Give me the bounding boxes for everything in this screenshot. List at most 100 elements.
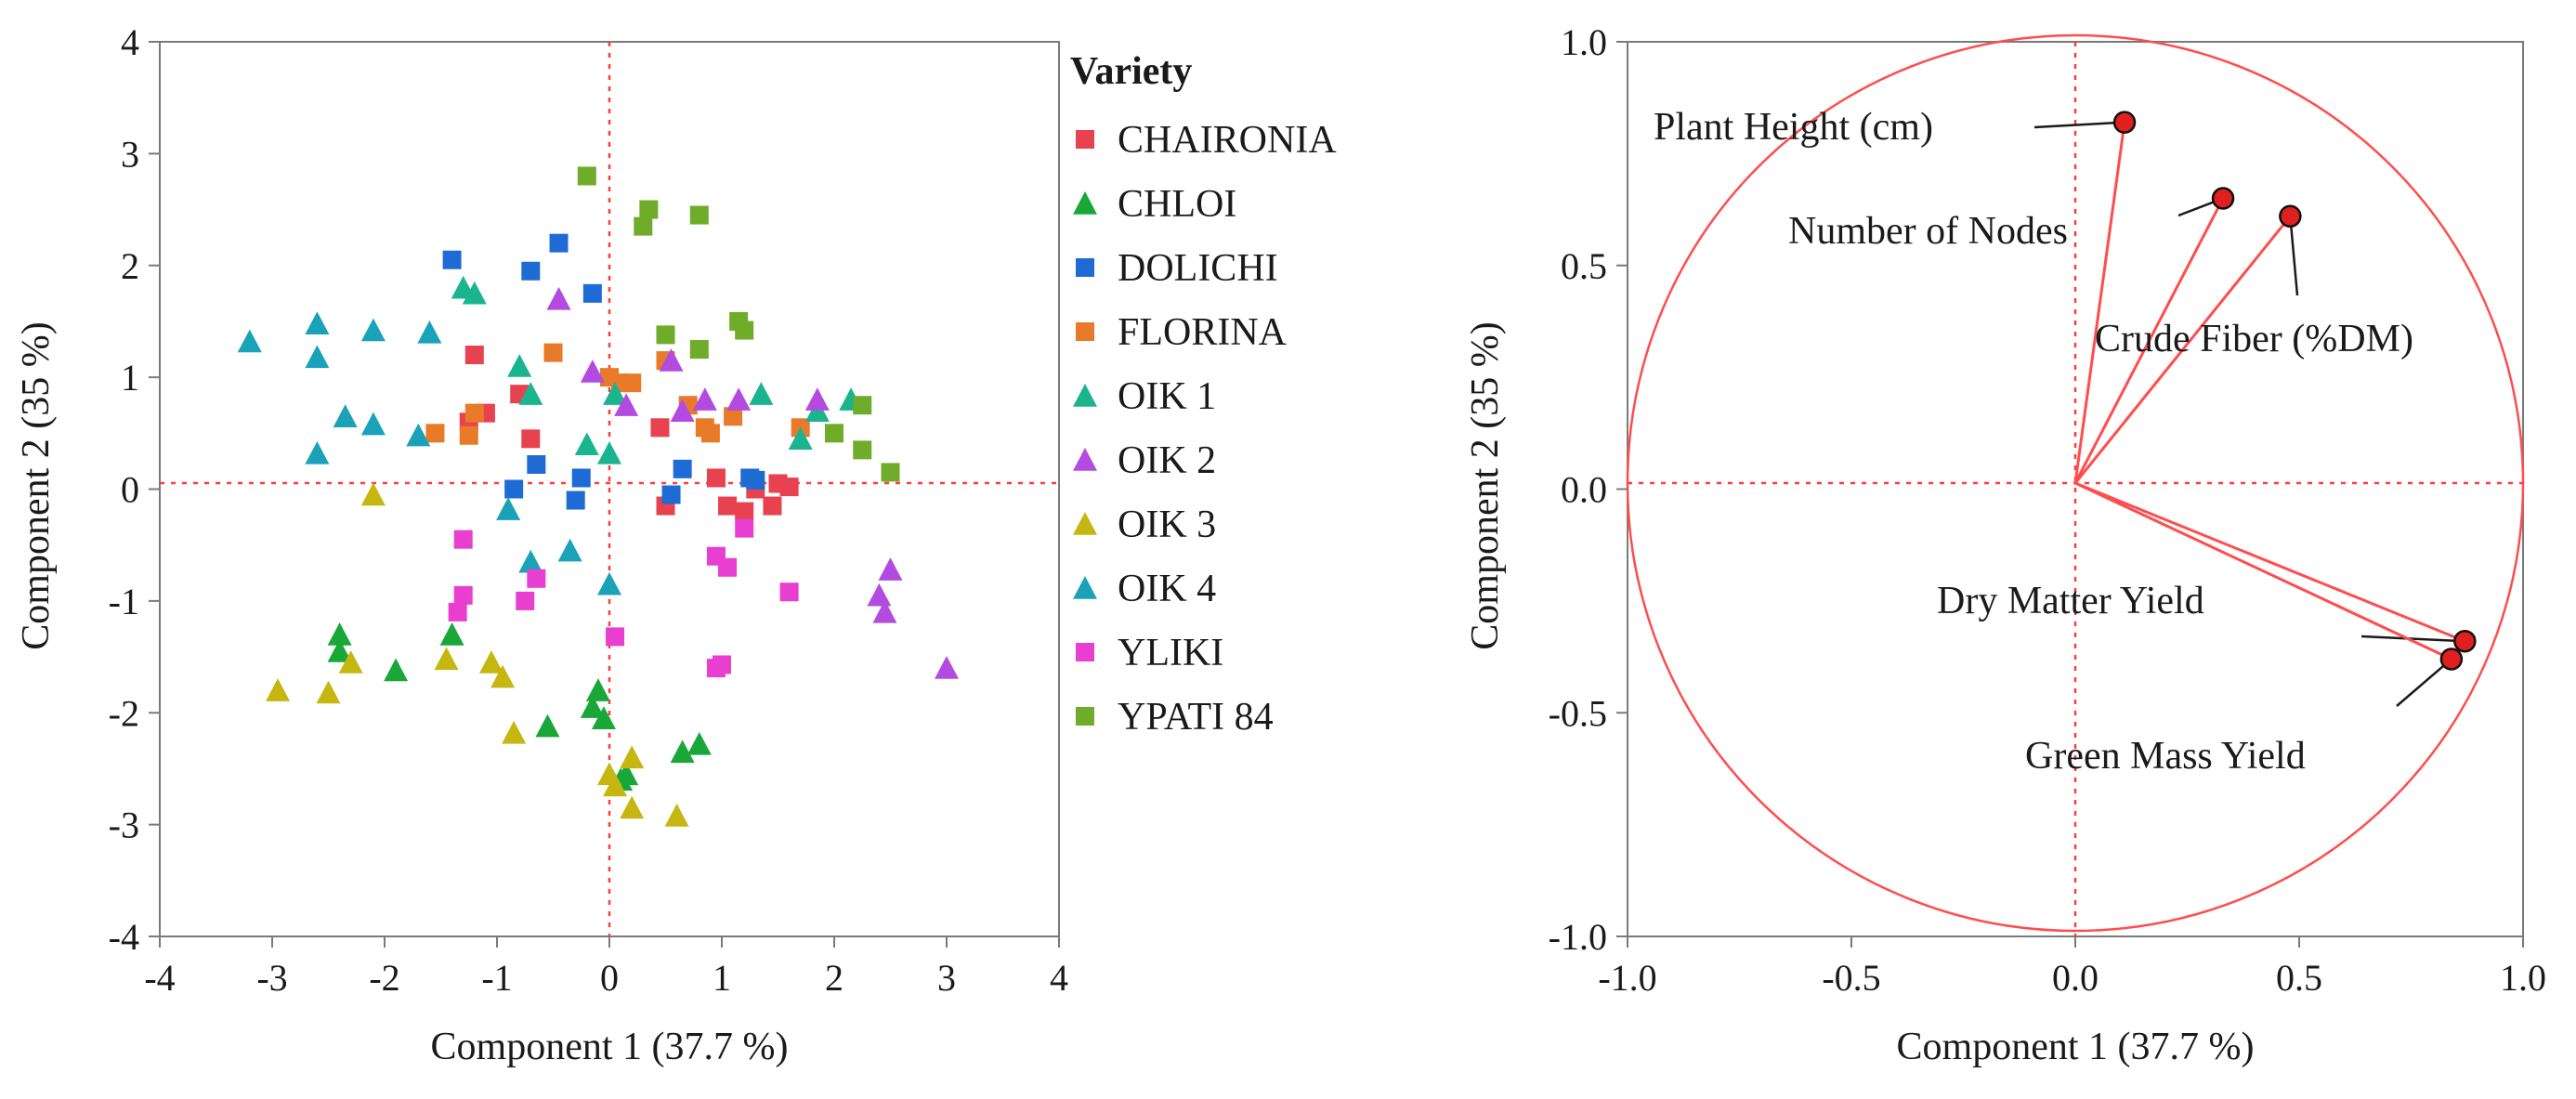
data-point	[507, 354, 532, 377]
loading-x-tick-label: -0.5	[1822, 957, 1880, 999]
score-y-axis-title: Component 2 (35 %)	[15, 321, 58, 649]
legend-title: Variety	[1070, 50, 1192, 93]
series-oik-4	[237, 311, 621, 595]
data-point	[266, 678, 291, 701]
leader-line	[2033, 121, 2125, 129]
data-point	[442, 250, 462, 269]
legend-items: CHAIRONIA CHLOI DOLICHI FLORINA OIK 1 OIK 2 OI…	[1073, 119, 1337, 739]
data-point	[735, 502, 754, 521]
loading-y-tick-label: 0.0	[1561, 469, 1607, 511]
loading-point	[2112, 111, 2137, 134]
data-point	[664, 803, 689, 827]
data-point	[673, 459, 692, 478]
data-point	[360, 482, 386, 506]
score-y-tick-label: 0	[121, 469, 139, 511]
series-yliki	[448, 518, 799, 678]
data-point	[746, 470, 765, 490]
loading-point	[2211, 187, 2235, 210]
data-point	[464, 346, 484, 365]
data-point	[603, 382, 628, 405]
data-point	[327, 621, 352, 646]
data-point	[406, 423, 431, 447]
data-point	[634, 216, 653, 236]
data-point	[580, 695, 605, 718]
score-plot: -4 -3 -2 -1 0 1 2 3 4 4 3 2 1 0 -1 -2 -3 -4 Component 1 …	[15, 21, 1068, 1068]
data-point	[521, 429, 541, 449]
data-point	[527, 455, 546, 475]
data-point	[504, 479, 524, 499]
data-point	[788, 426, 813, 451]
data-point	[735, 518, 754, 538]
data-point	[606, 627, 625, 647]
legend-label: FLORINA	[1118, 311, 1288, 354]
score-y-tick-label: -1	[109, 581, 139, 622]
loading-y-axis-title: Component 2 (35 %)	[1464, 321, 1507, 649]
data-point	[718, 496, 738, 516]
data-point	[580, 360, 605, 383]
data-point	[327, 639, 352, 662]
loading-label: Crude Fiber (%DM)	[2095, 318, 2413, 360]
loading-x-ticks: -1.0 -0.5 0.0 0.5 1.0	[1598, 936, 2546, 999]
data-point	[305, 440, 330, 464]
legend-label: OIK 3	[1118, 504, 1216, 546]
legend-marker	[1076, 707, 1094, 726]
data-point	[700, 424, 720, 443]
loading-vectors: Plant Height (cm) Number of Nodes Crude Fi…	[1654, 106, 2477, 778]
data-point	[689, 340, 709, 360]
loading-x-tick-label: 0.0	[2052, 957, 2099, 999]
data-point	[597, 440, 621, 464]
score-x-tick-label: -3	[256, 957, 287, 999]
score-x-tick-label: 4	[1050, 957, 1068, 999]
loading-vector	[2073, 215, 2292, 484]
score-points	[237, 166, 959, 827]
loading-vector	[2074, 481, 2465, 643]
score-x-tick-label: -1	[481, 957, 512, 999]
data-point	[496, 497, 521, 520]
loading-number-of-nodes: Number of Nodes	[1788, 187, 2235, 484]
data-point	[459, 425, 478, 445]
score-y-tick-label: 3	[121, 133, 139, 175]
data-point	[692, 387, 717, 411]
data-point	[518, 549, 543, 573]
data-point	[582, 283, 602, 303]
legend-marker	[1073, 576, 1097, 599]
data-point	[535, 713, 560, 738]
data-point	[549, 233, 569, 253]
data-point	[360, 318, 386, 342]
data-point	[439, 621, 464, 646]
data-point	[448, 602, 467, 621]
data-point	[763, 496, 782, 516]
leader-line	[2289, 216, 2299, 296]
data-point	[622, 373, 642, 393]
loading-x-axis-title: Component 1 (37.7 %)	[1897, 1026, 2255, 1068]
loading-y-tick-label: -1.0	[1549, 916, 1607, 958]
legend-marker	[1073, 191, 1097, 215]
data-point	[384, 658, 409, 682]
data-point	[333, 404, 358, 427]
data-point	[878, 557, 903, 581]
series-dolichi	[442, 233, 765, 510]
loading-label: Dry Matter Yield	[1937, 580, 2204, 622]
data-point	[735, 321, 754, 340]
series-oik-1	[451, 275, 864, 464]
legend-marker	[1073, 384, 1097, 407]
legend-label: CHLOI	[1118, 183, 1236, 226]
loading-green-mass-yield: Green Mass Yield	[2025, 481, 2464, 778]
score-y-tick-label: 2	[121, 245, 139, 287]
series-ypati-84	[577, 166, 900, 482]
data-point	[543, 343, 563, 362]
data-point	[718, 557, 738, 577]
data-point	[779, 582, 799, 602]
data-point	[464, 403, 484, 423]
loading-y-tick-label: -0.5	[1549, 692, 1607, 734]
variety-legend: Variety CHAIRONIA CHLOI DOLICHI FLORINA OIK …	[1070, 50, 1337, 739]
data-point	[804, 387, 830, 411]
data-point	[706, 468, 726, 488]
legend-label: YLIKI	[1118, 632, 1223, 674]
loading-plant-height-cm: Plant Height (cm)	[1654, 106, 2137, 484]
data-point	[574, 432, 599, 456]
data-point	[659, 348, 684, 372]
data-point	[453, 585, 473, 605]
legend-marker	[1076, 322, 1094, 341]
